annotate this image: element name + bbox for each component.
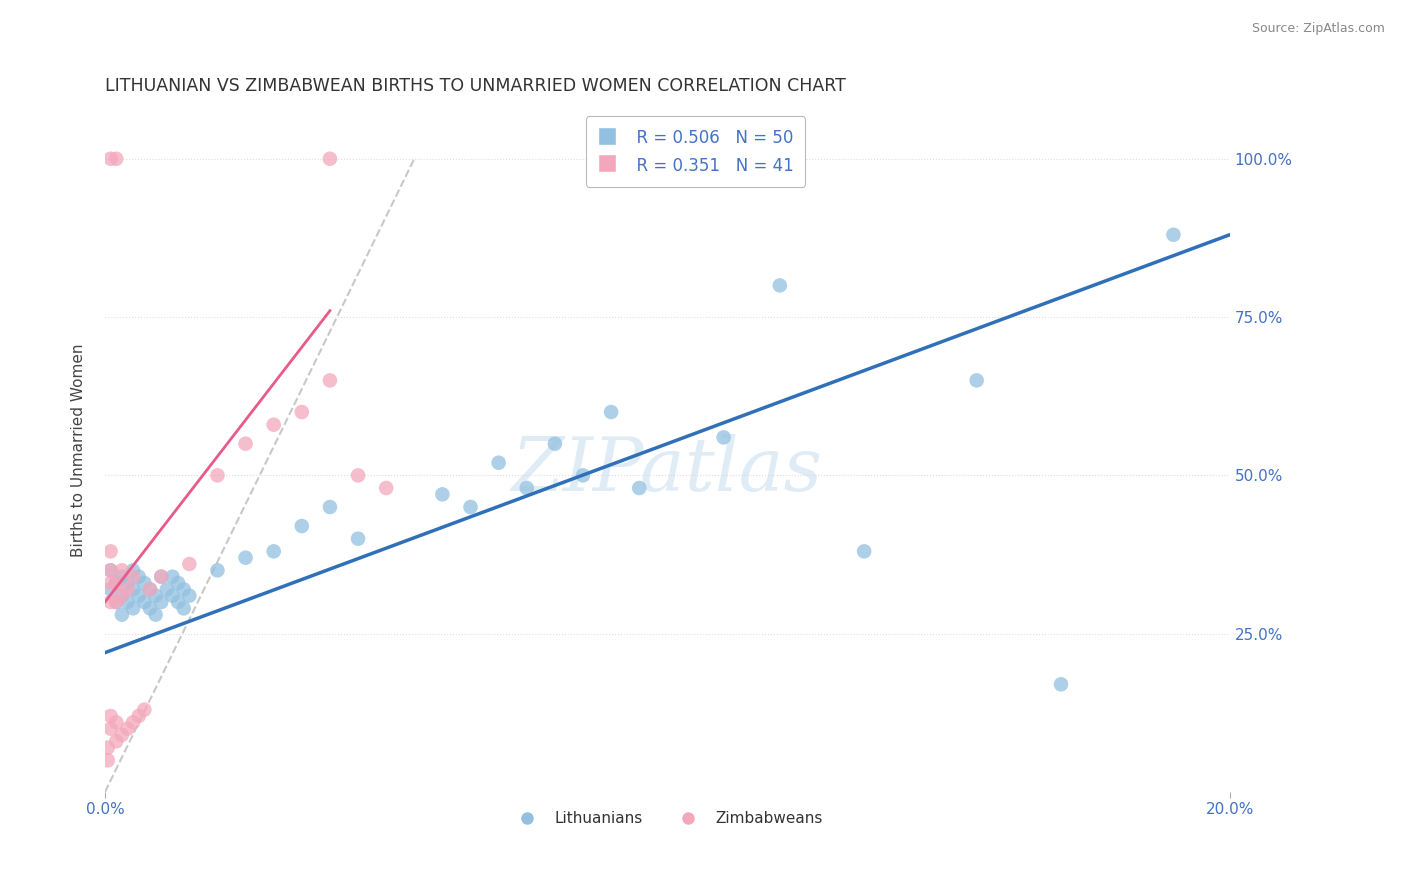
Point [150, 569, 173, 583]
Point [100, 563, 122, 577]
Point [628, 481, 651, 495]
Point [544, 436, 567, 450]
Point [150, 569, 173, 583]
Point [105, 152, 128, 166]
Point [167, 576, 190, 591]
Point [105, 576, 128, 591]
Point [105, 595, 128, 609]
Point [122, 582, 145, 597]
Y-axis label: Births to Unmarried Women: Births to Unmarried Women [72, 343, 86, 557]
Point [128, 709, 150, 723]
Point [853, 544, 876, 558]
Point [100, 582, 122, 597]
Point [162, 589, 184, 603]
Point [100, 709, 122, 723]
Point [375, 481, 398, 495]
Point [117, 722, 139, 736]
Point [347, 532, 370, 546]
Point [134, 595, 156, 609]
Point [150, 595, 173, 609]
Point [105, 715, 128, 730]
Point [173, 601, 195, 615]
Point [111, 589, 134, 603]
Point [122, 715, 145, 730]
Text: ZIPatlas: ZIPatlas [512, 434, 823, 507]
Point [460, 500, 482, 514]
Point [572, 468, 595, 483]
Point [207, 468, 229, 483]
Point [105, 576, 128, 591]
Point [97, 753, 120, 767]
Point [111, 607, 134, 622]
Point [432, 487, 454, 501]
Point [100, 563, 122, 577]
Point [263, 417, 285, 432]
Point [516, 481, 538, 495]
Point [713, 430, 735, 444]
Point [105, 595, 128, 609]
Point [128, 569, 150, 583]
Point [347, 468, 370, 483]
Point [173, 582, 195, 597]
Text: Source: ZipAtlas.com: Source: ZipAtlas.com [1251, 22, 1385, 36]
Point [162, 569, 184, 583]
Point [122, 563, 145, 577]
Point [100, 544, 122, 558]
Point [111, 563, 134, 577]
Point [1050, 677, 1073, 691]
Point [122, 601, 145, 615]
Text: LITHUANIAN VS ZIMBABWEAN BIRTHS TO UNMARRIED WOMEN CORRELATION CHART: LITHUANIAN VS ZIMBABWEAN BIRTHS TO UNMAR… [105, 78, 846, 95]
Point [139, 601, 162, 615]
Point [145, 589, 167, 603]
Point [291, 519, 314, 533]
Point [966, 373, 988, 387]
Point [111, 589, 134, 603]
Point [600, 405, 623, 419]
Point [207, 563, 229, 577]
Point [769, 278, 792, 293]
Point [97, 740, 120, 755]
Point [319, 152, 342, 166]
Point [100, 722, 122, 736]
Point [145, 607, 167, 622]
Point [117, 595, 139, 609]
Point [134, 703, 156, 717]
Point [111, 728, 134, 742]
Point [319, 500, 342, 514]
Point [134, 576, 156, 591]
Point [291, 405, 314, 419]
Point [179, 589, 201, 603]
Point [179, 557, 201, 571]
Point [100, 152, 122, 166]
Point [105, 734, 128, 748]
Point [235, 436, 257, 450]
Point [1163, 227, 1185, 242]
Point [100, 595, 122, 609]
Point [235, 550, 257, 565]
Point [100, 576, 122, 591]
Point [488, 456, 510, 470]
Point [600, 152, 623, 166]
Point [139, 582, 162, 597]
Point [319, 373, 342, 387]
Point [167, 595, 190, 609]
Legend: Lithuanians, Zimbabweans: Lithuanians, Zimbabweans [505, 805, 830, 832]
Point [117, 576, 139, 591]
Point [111, 569, 134, 583]
Point [139, 582, 162, 597]
Point [117, 582, 139, 597]
Point [263, 544, 285, 558]
Point [128, 589, 150, 603]
Point [122, 569, 145, 583]
Point [156, 582, 179, 597]
